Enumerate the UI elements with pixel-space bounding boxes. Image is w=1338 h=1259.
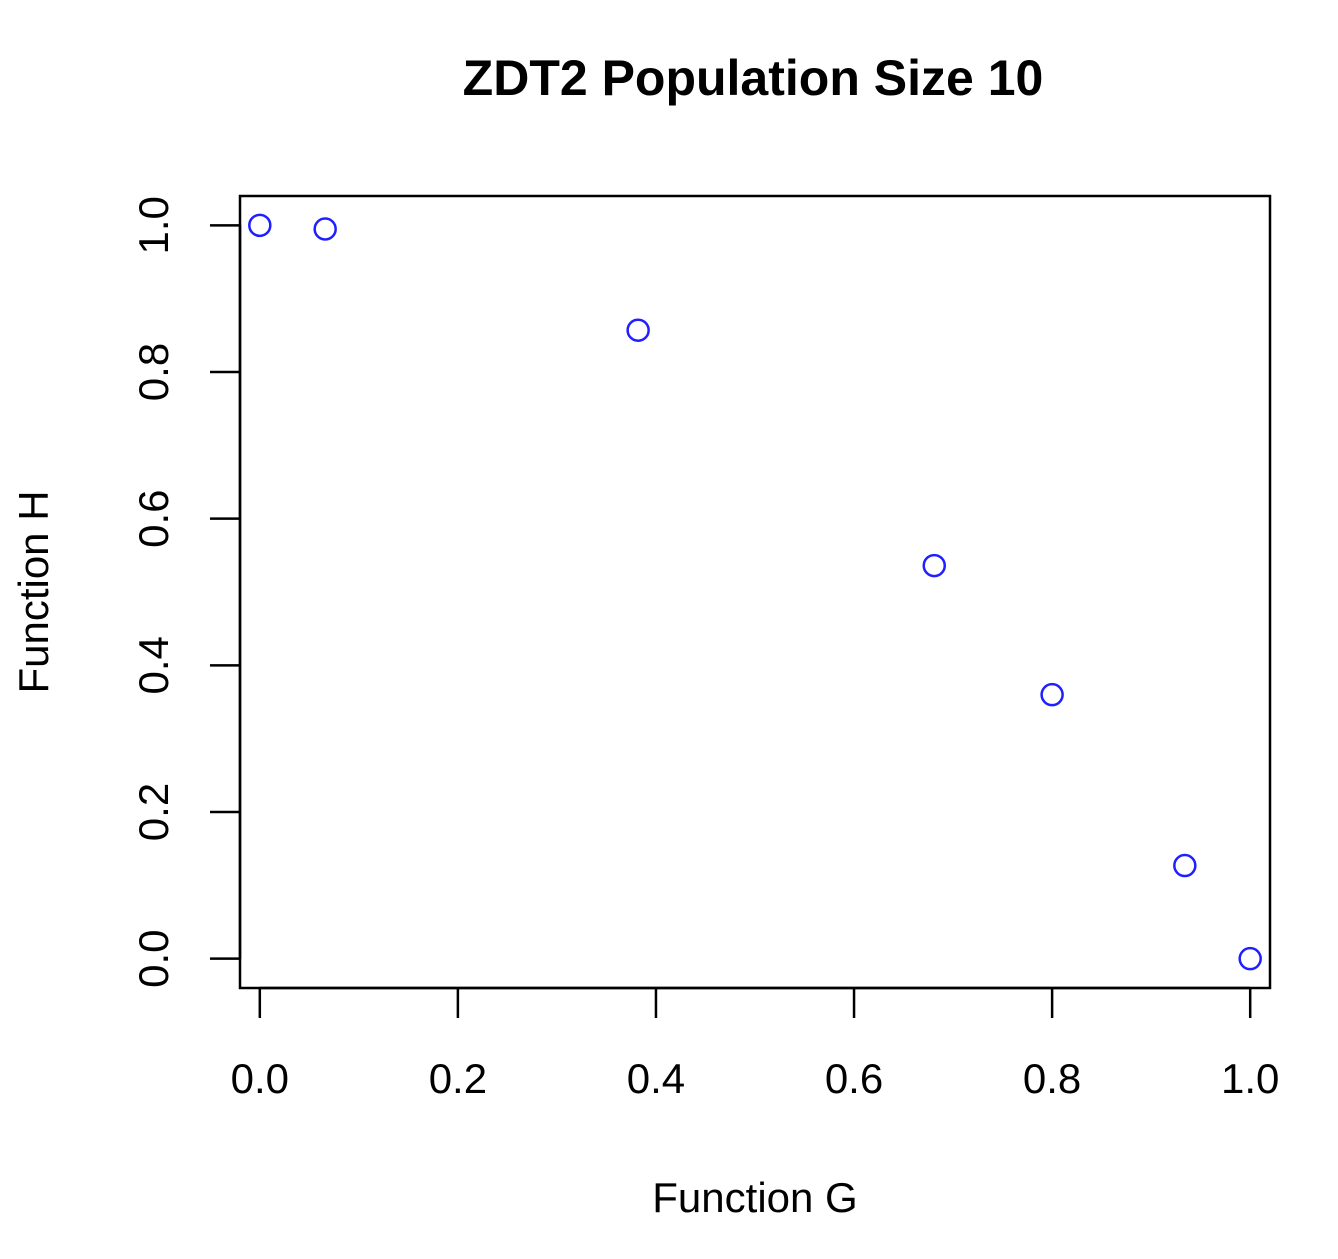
y-axis-label: Function H xyxy=(10,490,57,693)
y-tick-label: 0.8 xyxy=(130,343,177,401)
x-tick-label: 0.8 xyxy=(1023,1055,1081,1102)
chart-title: ZDT2 Population Size 10 xyxy=(463,50,1044,106)
y-tick-label: 0.6 xyxy=(130,489,177,547)
x-tick-label: 0.4 xyxy=(627,1055,685,1102)
plot-frame xyxy=(238,194,1272,990)
data-point xyxy=(313,217,337,241)
y-tick-label: 1.0 xyxy=(130,196,177,254)
data-point xyxy=(626,318,650,342)
y-tick-label: 0.2 xyxy=(130,783,177,841)
data-points xyxy=(248,213,1262,971)
x-axis: 0.0 0.2 0.4 0.6 0.8 1.0 xyxy=(231,986,1279,1102)
x-tick-label: 0.0 xyxy=(231,1055,289,1102)
data-point xyxy=(1040,682,1064,707)
data-point xyxy=(1173,853,1197,878)
y-axis: 0.0 0.2 0.4 0.6 0.8 1.0 xyxy=(130,196,242,988)
y-tick-label: 0.4 xyxy=(130,636,177,694)
x-axis-label: Function G xyxy=(652,1174,857,1221)
y-tick-label: 0.0 xyxy=(130,929,177,987)
data-point xyxy=(1238,946,1262,971)
data-point xyxy=(248,213,272,238)
x-tick-label: 0.6 xyxy=(825,1055,883,1102)
x-tick-label: 1.0 xyxy=(1221,1055,1279,1102)
data-point xyxy=(922,553,947,578)
x-tick-label: 0.2 xyxy=(429,1055,487,1102)
